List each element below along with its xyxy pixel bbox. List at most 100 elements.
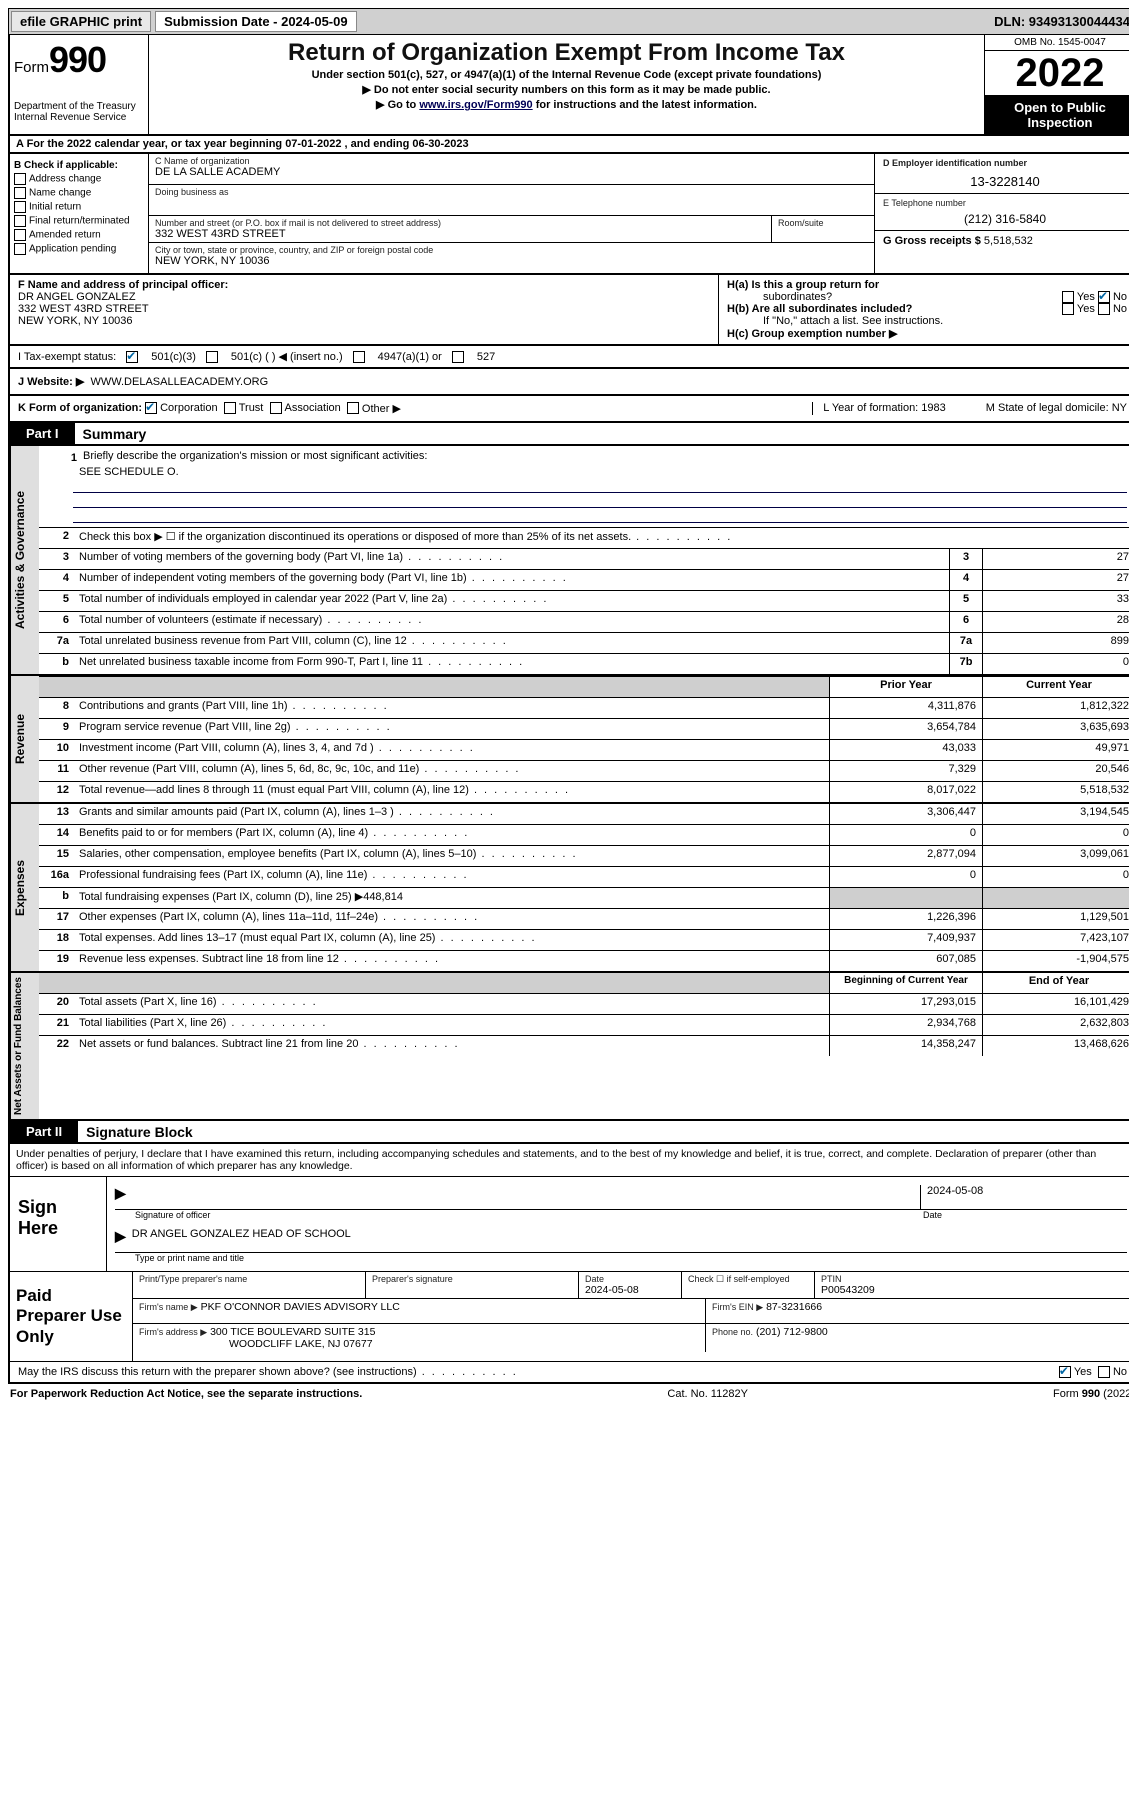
prior-value: 0 xyxy=(829,867,982,887)
chk-application-pending[interactable]: Application pending xyxy=(29,244,116,255)
opt-527[interactable]: 527 xyxy=(477,351,495,363)
begin-year-header: Beginning of Current Year xyxy=(829,973,982,993)
date-label: Date xyxy=(919,1210,1127,1220)
prior-value: 1,226,396 xyxy=(829,909,982,929)
section-b: B Check if applicable: Address change Na… xyxy=(10,154,149,273)
k-corp[interactable]: Corporation xyxy=(160,402,217,415)
current-value: 13,468,626 xyxy=(982,1036,1129,1056)
part2-tab: Part II xyxy=(10,1121,78,1142)
form-number: 990 xyxy=(49,39,106,80)
prior-value: 43,033 xyxy=(829,740,982,760)
page-footer: For Paperwork Reduction Act Notice, see … xyxy=(8,1384,1129,1404)
line-text: Total revenue—add lines 8 through 11 (mu… xyxy=(75,782,829,802)
dln-label: DLN: 93493130044434 xyxy=(994,14,1129,29)
ha-yes[interactable]: Yes xyxy=(1077,291,1095,303)
opt-501c3[interactable]: 501(c)(3) xyxy=(151,351,196,363)
line-num: b xyxy=(39,888,75,908)
tax-exempt-label: I Tax-exempt status: xyxy=(18,351,116,363)
line-text: Total unrelated business revenue from Pa… xyxy=(75,633,949,653)
prior-value: 2,877,094 xyxy=(829,846,982,866)
m-state: M State of legal domicile: NY xyxy=(986,402,1127,415)
line-num: 22 xyxy=(39,1036,75,1056)
line-text: Revenue less expenses. Subtract line 18 … xyxy=(75,951,829,971)
discuss-yes[interactable]: Yes xyxy=(1074,1366,1092,1378)
current-value: 49,971 xyxy=(982,740,1129,760)
opt-4947[interactable]: 4947(a)(1) or xyxy=(378,351,442,363)
paid-preparer-label: Paid Preparer Use Only xyxy=(10,1272,133,1361)
hb-yes[interactable]: Yes xyxy=(1077,303,1095,315)
k-assoc[interactable]: Association xyxy=(285,402,341,415)
officer-addr1: 332 WEST 43RD STREET xyxy=(18,303,710,315)
city-label: City or town, state or province, country… xyxy=(155,245,868,255)
ptin-label: PTIN xyxy=(821,1274,1129,1284)
street-value: 332 WEST 43RD STREET xyxy=(155,228,765,240)
opt-501c[interactable]: 501(c) ( ) ◀ (insert no.) xyxy=(231,350,343,363)
hb-label: H(b) Are all subordinates included? xyxy=(727,303,912,315)
line-text: Net unrelated business taxable income fr… xyxy=(75,654,949,674)
name-title-label: Type or print name and title xyxy=(115,1253,1127,1263)
officer-label: F Name and address of principal officer: xyxy=(18,279,710,291)
dept-label: Department of the Treasury xyxy=(14,101,144,112)
line-text: Number of voting members of the governin… xyxy=(75,549,949,569)
irs-link[interactable]: www.irs.gov/Form990 xyxy=(419,99,532,111)
preparer-sig-label: Preparer's signature xyxy=(372,1274,572,1284)
section-h: H(a) Is this a group return for subordin… xyxy=(719,275,1129,344)
part1-title: Summary xyxy=(75,424,155,444)
k-trust[interactable]: Trust xyxy=(239,402,264,415)
self-employed-check[interactable]: Check ☐ if self-employed xyxy=(688,1274,808,1285)
governance-label: Activities & Governance xyxy=(10,446,39,674)
line-box: 6 xyxy=(949,612,982,632)
line-text: Check this box ▶ ☐ if the organization d… xyxy=(75,528,1129,548)
current-value xyxy=(982,888,1129,908)
firm-phone-label: Phone no. xyxy=(712,1327,753,1337)
phone-value: (212) 316-5840 xyxy=(883,212,1127,226)
prior-value: 2,934,768 xyxy=(829,1015,982,1035)
chk-name-change[interactable]: Name change xyxy=(29,188,91,199)
org-name-value: DE LA SALLE ACADEMY xyxy=(155,166,868,178)
prior-value: 7,329 xyxy=(829,761,982,781)
prior-value: 3,654,784 xyxy=(829,719,982,739)
section-f: F Name and address of principal officer:… xyxy=(10,275,719,344)
part1-tab: Part I xyxy=(10,423,75,444)
line-text: Total number of volunteers (estimate if … xyxy=(75,612,949,632)
arrow-icon: ▶ xyxy=(115,1185,126,1209)
line-text: Total assets (Part X, line 16) xyxy=(75,994,829,1014)
line-num: 2 xyxy=(39,528,75,548)
go-to-pre: ▶ Go to xyxy=(376,99,419,111)
form-subtitle-3: ▶ Go to www.irs.gov/Form990 for instruct… xyxy=(157,98,976,111)
chk-address-change[interactable]: Address change xyxy=(29,174,101,185)
signature-block: Under penalties of perjury, I declare th… xyxy=(8,1144,1129,1384)
submission-date: Submission Date - 2024-05-09 xyxy=(155,11,357,32)
current-value: 1,812,322 xyxy=(982,698,1129,718)
line-num: 13 xyxy=(39,804,75,824)
blank xyxy=(75,677,829,697)
hb-no[interactable]: No xyxy=(1113,303,1127,315)
current-value: 2,632,803 xyxy=(982,1015,1129,1035)
chk-amended-return[interactable]: Amended return xyxy=(29,230,101,241)
paid-preparer-block: Paid Preparer Use Only Print/Type prepar… xyxy=(10,1271,1129,1361)
part1-header: Part I Summary xyxy=(8,423,1129,446)
dba-label: Doing business as xyxy=(155,187,868,197)
line-num: 11 xyxy=(39,761,75,781)
ein-label: D Employer identification number xyxy=(883,158,1127,168)
form-title: Return of Organization Exempt From Incom… xyxy=(157,39,976,67)
line-num: 21 xyxy=(39,1015,75,1035)
line-num: 6 xyxy=(39,612,75,632)
line-text: Program service revenue (Part VIII, line… xyxy=(75,719,829,739)
sig-officer-label: Signature of officer xyxy=(115,1210,919,1220)
inspection-line2: Inspection xyxy=(987,115,1129,130)
footer-left: For Paperwork Reduction Act Notice, see … xyxy=(10,1388,362,1400)
line-num: 10 xyxy=(39,740,75,760)
k-other[interactable]: Other ▶ xyxy=(362,402,401,415)
discuss-no[interactable]: No xyxy=(1113,1366,1127,1378)
chk-final-return[interactable]: Final return/terminated xyxy=(29,216,130,227)
line-text: Other expenses (Part IX, column (A), lin… xyxy=(75,909,829,929)
line-box: 7b xyxy=(949,654,982,674)
efile-button[interactable]: efile GRAPHIC print xyxy=(11,11,151,32)
row-j: J Website: ▶ WWW.DELASALLEACADEMY.ORG xyxy=(8,369,1129,396)
chk-initial-return[interactable]: Initial return xyxy=(29,202,81,213)
line-text: Professional fundraising fees (Part IX, … xyxy=(75,867,829,887)
line-box: 4 xyxy=(949,570,982,590)
ha-no[interactable]: No xyxy=(1113,291,1127,303)
k-label: K Form of organization: xyxy=(18,402,142,415)
